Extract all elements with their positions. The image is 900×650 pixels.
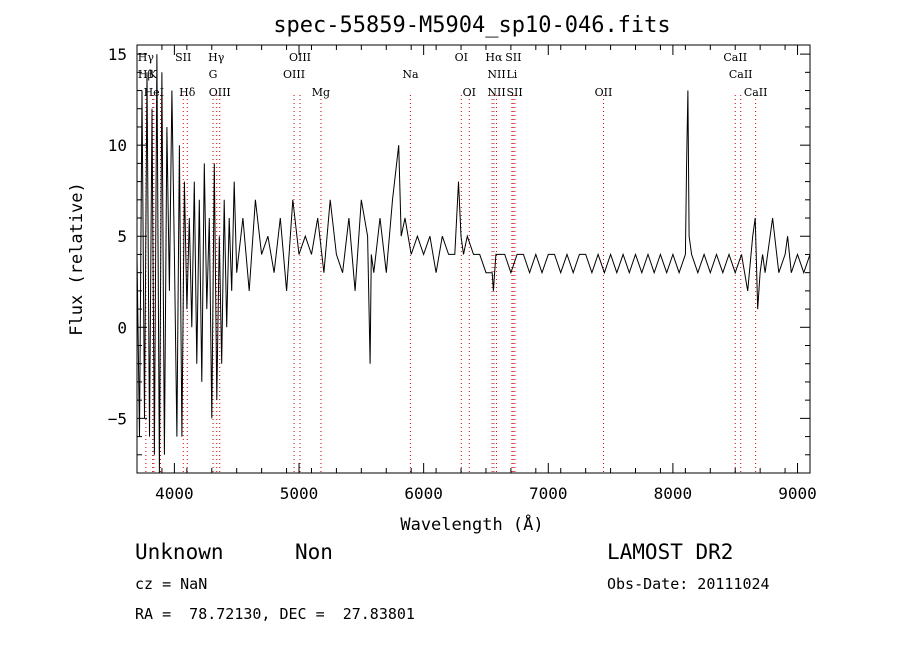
line-label: HeI: [144, 86, 164, 99]
coords-label: RA = 78.72130, DEC = 27.83801: [135, 605, 415, 623]
line-label: Hα: [485, 51, 503, 64]
obs-date-label: Obs-Date: 20111024: [607, 575, 770, 593]
line-label: Na: [402, 68, 419, 81]
spectrum-line: [136, 54, 811, 474]
cz-label: cz = NaN: [135, 575, 208, 593]
line-label: Hγ: [138, 51, 155, 64]
subclass-label: Non: [295, 540, 333, 564]
x-tick-label: 5000: [280, 484, 319, 503]
x-tick-label: 4000: [155, 484, 194, 503]
line-label: OIII: [283, 68, 305, 81]
x-axis-ticks: 4000 5000 6000 7000 8000 9000: [136, 45, 817, 503]
line-label: NII: [487, 68, 505, 81]
class-label: Unknown: [135, 540, 224, 564]
y-axis-label: Flux (relative): [67, 182, 87, 336]
x-tick-label: 8000: [654, 484, 693, 503]
line-label: SII: [505, 51, 521, 64]
line-label: Hβ: [138, 68, 154, 81]
x-tick-label: 7000: [529, 484, 568, 503]
x-tick-label: 9000: [778, 484, 817, 503]
x-axis-label: Wavelength (Å): [400, 513, 543, 535]
line-label: OII: [595, 86, 613, 99]
line-label: OIII: [289, 51, 311, 64]
plot-frame: [136, 44, 811, 474]
line-label: OI: [455, 51, 468, 64]
y-tick-label: −5: [108, 409, 127, 428]
line-markers: [145, 95, 757, 473]
line-label: Mg: [312, 86, 330, 99]
line-label: OI: [463, 86, 476, 99]
y-tick-label: 5: [117, 227, 127, 246]
line-label: Li: [506, 68, 517, 81]
line-label: CaII: [723, 51, 747, 64]
y-axis-ticks: −5 0 5 10 15: [108, 45, 810, 456]
line-label: SII: [175, 51, 191, 64]
x-tick-label: 6000: [404, 484, 443, 503]
line-label: G: [209, 68, 218, 81]
line-label: Hδ: [179, 86, 196, 99]
line-label: K: [149, 68, 158, 81]
line-label: Hγ: [208, 51, 225, 64]
line-label: OIII: [209, 86, 231, 99]
y-tick-label: 0: [117, 318, 127, 337]
chart-title: spec-55859-M5904_sp10-046.fits: [273, 13, 670, 38]
line-label: NII: [487, 86, 505, 99]
y-tick-label: 10: [108, 136, 127, 155]
line-label: CaII: [729, 68, 753, 81]
survey-label: LAMOST DR2: [607, 540, 734, 564]
y-tick-label: 15: [108, 45, 127, 64]
line-label: CaII: [744, 86, 768, 99]
line-label: SII: [507, 86, 523, 99]
